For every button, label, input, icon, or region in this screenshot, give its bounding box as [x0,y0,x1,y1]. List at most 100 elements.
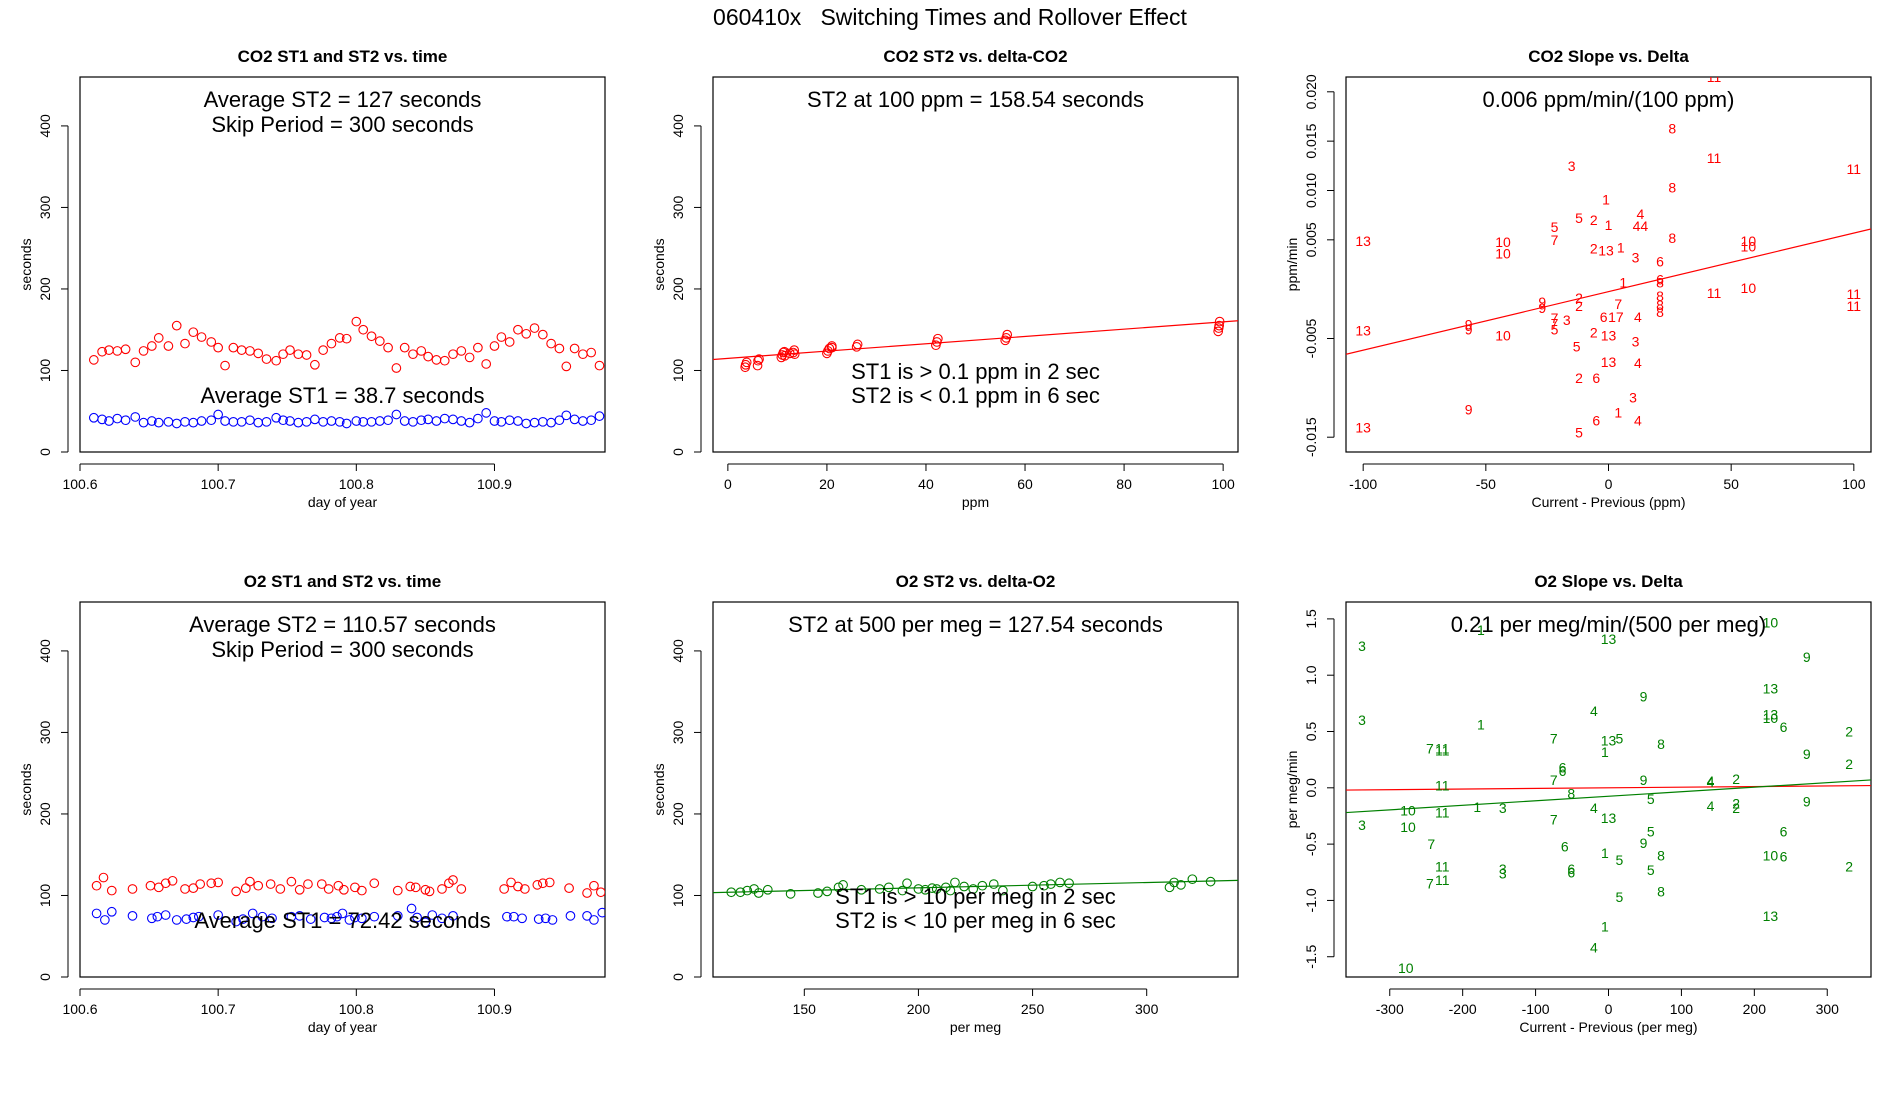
y-tick-label: -1.5 [1303,944,1319,968]
point-label: 2 [1575,298,1583,314]
data-point-st2 [245,346,255,356]
data-point-st2 [431,355,442,365]
data-point-st1 [399,416,410,426]
point-label: 3 [1629,390,1637,406]
data-point-st2 [520,884,530,894]
data-point-st2 [1176,880,1186,890]
point-label: 3 [1563,312,1571,328]
data-point-st1 [231,916,241,927]
data-point-st2 [998,885,1008,896]
point-label: 10 [1495,234,1511,250]
annotation: ST2 at 100 ppm = 158.54 seconds [807,87,1144,112]
data-point-st2 [180,338,190,349]
data-point-st1 [267,913,277,924]
panel-co2-st-vs-time: CO2 ST1 and ST2 vs. time 100.6 100.7 100.8 1… [0,40,633,560]
data-point-st2 [822,886,832,897]
x-tick-label: 200 [1743,1001,1767,1017]
point-label: 11 [1435,805,1450,821]
data-point-st1 [180,416,190,427]
point-label: 6 [1567,861,1575,877]
y-tick-label: 400 [37,639,53,663]
plot-area [88,316,605,429]
x-tick-label: 150 [793,1001,817,1017]
data-point-st1 [502,911,512,922]
data-point-st1 [546,417,556,428]
data-point-st2 [196,332,207,342]
point-label: 10 [1741,239,1757,255]
point-label: 4 [1707,798,1715,814]
data-point-st2 [91,880,102,891]
data-point-st2 [318,345,329,355]
point-label: 2 [1590,212,1598,228]
data-point-st2 [546,338,556,349]
x-tick-label: 100.9 [477,1001,512,1017]
annotation: ST2 is < 0.1 ppm in 6 sec [851,383,1100,408]
chart-title: CO2 ST1 and ST2 vs. time [238,47,448,66]
point-label: 10 [1400,819,1416,835]
point-label: 9 [1465,317,1473,333]
point-label: 4 [1634,412,1642,428]
x-tick-label: 100.6 [62,476,97,492]
data-point-st2 [959,881,969,892]
chart-svg: O2 ST2 vs. delta-O2 150 200 250 300 per meg 0 1… [651,572,1239,1035]
point-label: 9 [1803,793,1811,809]
data-point-st2 [366,331,377,342]
data-point-st2 [127,884,138,894]
y-tick-label: 200 [37,277,53,301]
data-point-st2 [171,320,182,331]
chart-title: O2 ST1 and ST2 vs. time [244,572,441,591]
x-tick-label: -200 [1449,1001,1477,1017]
plot-frame [712,76,1239,453]
point-label: 7 [1551,232,1559,248]
point-label: 9 [1803,649,1811,665]
point-label: 6 [1561,838,1569,854]
point-label: 3 [1568,158,1576,174]
data-point-st2 [1214,320,1225,331]
data-point-st2 [481,359,492,369]
data-point-st1 [473,413,483,424]
y-tick-label: 0 [670,973,686,981]
data-point-st1 [146,913,157,924]
data-point-st1 [112,413,123,424]
data-point-st2 [945,885,956,896]
data-point-st2 [968,884,979,894]
data-point-st2 [399,342,410,353]
data-point-st2 [532,880,543,890]
data-point-st1 [326,416,337,426]
plot-frame [712,601,1239,978]
point-label: 8 [1657,736,1665,752]
data-point-st1 [213,910,224,920]
y-tick-label: -1.0 [1303,888,1319,912]
data-point-st2 [112,346,123,356]
y-tick-label: 300 [37,721,53,745]
data-point-st2 [554,343,565,354]
point-label: 2 [1845,724,1853,740]
data-point-st1 [456,416,467,426]
point-label: 7 [1427,836,1435,852]
data-point-st2 [383,342,393,353]
point-label: 4 [1636,206,1644,222]
data-point-st2 [779,350,790,361]
data-point-st1 [163,416,174,427]
y-tick-label: -0.5 [1303,832,1319,856]
data-point-st2 [294,884,305,895]
data-point-st2 [301,350,312,360]
point-label: 9 [1640,835,1648,851]
fit-line [1346,784,1871,791]
data-point-st2 [303,879,313,889]
point-label: 4 [1590,940,1598,956]
data-point-st2 [1045,879,1056,889]
point-label: 6 [1780,824,1788,840]
point-label: 1 [1617,240,1625,256]
point-label: 13 [1355,233,1371,249]
point-label: 11 [1847,161,1862,177]
point-label: 6 [1559,763,1567,779]
data-point-st2 [351,316,362,327]
data-point-st2 [813,888,823,898]
data-point-st1 [448,414,458,425]
data-point-st2 [920,884,931,895]
x-tick-label: 80 [1116,476,1132,492]
point-label: 10 [1495,328,1511,344]
data-point-st1 [146,416,157,426]
data-point-st1 [537,416,548,427]
